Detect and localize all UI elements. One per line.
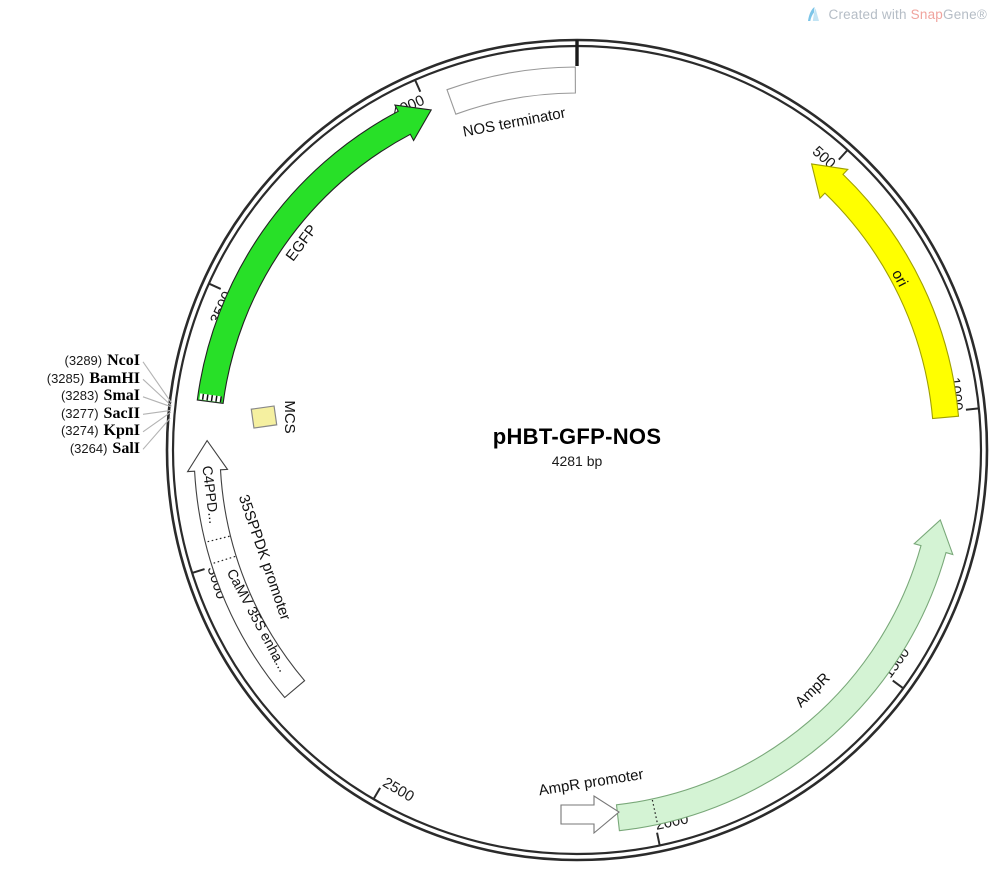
label-ori[interactable]: ori [888, 267, 911, 290]
restriction-site-sali[interactable]: (3264) SalI [0, 439, 140, 459]
watermark-snap: Snap [910, 7, 944, 22]
callout-line-kpni [142, 411, 172, 433]
label-ampr-promoter[interactable]: AmpR promoter [537, 766, 644, 799]
callout-line-sacii [142, 409, 171, 415]
label-c4ppd[interactable]: C4PPD... [199, 465, 222, 525]
callout-line-ncoi [142, 361, 173, 404]
tick-4000 [414, 79, 422, 93]
site-position: (3264) [69, 440, 108, 456]
feature-ampr-promoter[interactable] [560, 794, 620, 835]
feature-ori[interactable] [810, 163, 960, 420]
site-position: (3289) [64, 353, 103, 368]
site-enzyme-name: SalI [112, 439, 140, 457]
watermark-text: Created with SnapGene® [828, 7, 987, 22]
snapgene-logo [807, 7, 819, 21]
plasmid-length: 4281 bp [551, 453, 603, 469]
site-position: (3277) [60, 405, 99, 421]
site-enzyme-name: BamHI [89, 369, 140, 387]
tick-label-2500: 2500 [380, 774, 417, 805]
site-position: (3274) [60, 423, 99, 438]
plasmid-title: pHBT-GFP-NOS [492, 424, 662, 449]
feature-nos-terminator[interactable] [446, 66, 576, 115]
feature-egfp[interactable] [196, 104, 433, 405]
tick-3000 [191, 568, 205, 574]
restriction-site-list: (3289) NcoI (3285) BamHI (3283) SmaI (32… [0, 353, 140, 458]
site-enzyme-name: NcoI [107, 352, 140, 369]
feature-ampr[interactable] [615, 519, 954, 832]
tick-1500 [892, 679, 904, 690]
snapgene-watermark: Created with SnapGene® [805, 6, 987, 23]
callout-line-smai [142, 396, 172, 408]
site-enzyme-name: KpnI [103, 422, 140, 439]
tick-1000 [965, 407, 979, 411]
site-position: (3285) [46, 370, 85, 386]
tick-3500 [208, 282, 222, 290]
tick-2500 [372, 787, 381, 800]
callout-line-sali [142, 417, 171, 450]
plasmid-title-block: pHBT-GFP-NOS 4281 bp [377, 424, 777, 469]
tick-2000 [656, 832, 661, 846]
callout-line-bamhi [142, 378, 172, 407]
site-enzyme-name: SacII [103, 404, 140, 422]
restriction-site-smai[interactable]: (3283) SmaI [0, 388, 140, 406]
label-mcs[interactable]: MCS [281, 400, 298, 433]
feature-mcs[interactable] [250, 405, 278, 429]
tick-500 [838, 149, 849, 161]
restriction-site-kpni[interactable]: (3274) KpnI [0, 423, 140, 441]
label-nos-terminator[interactable]: NOS terminator [461, 104, 567, 140]
feature-egfp-hatch [199, 393, 222, 403]
feature-ppdk-composite[interactable] [186, 439, 306, 699]
restriction-site-ncoi[interactable]: (3289) NcoI [0, 353, 140, 371]
restriction-site-bamhi[interactable]: (3285) BamHI [0, 369, 140, 389]
site-position: (3283) [60, 388, 99, 403]
restriction-site-sacii[interactable]: (3277) SacII [0, 404, 140, 424]
site-enzyme-name: SmaI [103, 387, 140, 404]
